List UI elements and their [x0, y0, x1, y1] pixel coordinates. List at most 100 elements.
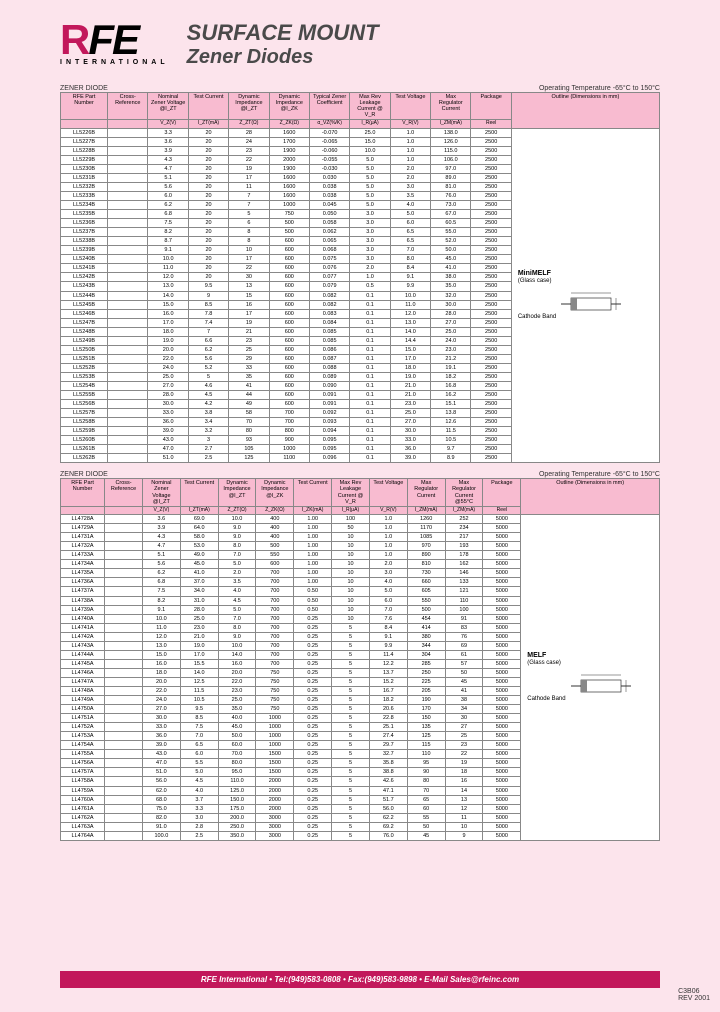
table-cell: LL5228B [61, 146, 108, 155]
table-cell: 49 [229, 400, 269, 409]
table-cell: LL5243B [61, 282, 108, 291]
sub-header: I_ZK(mA) [294, 506, 332, 515]
table-cell: 82.0 [142, 813, 180, 822]
table-cell: LL5235B [61, 210, 108, 219]
table-cell: 750 [269, 210, 309, 219]
table-cell: 1.00 [294, 551, 332, 560]
table-cell: 1.0 [369, 515, 407, 524]
table-cell: 110 [407, 750, 445, 759]
revision-block: C3B06 REV 2001 [678, 988, 710, 1002]
table-cell: 3.9 [148, 146, 188, 155]
table-cell: LL4752A [61, 723, 105, 732]
table-cell: 454 [407, 614, 445, 623]
table-cell: 2500 [471, 128, 511, 137]
table-cell: 5000 [483, 542, 521, 551]
table-cell: 20 [188, 164, 228, 173]
table-cell: 97.0 [431, 164, 471, 173]
table-cell: 10 [332, 587, 370, 596]
table-cell [105, 623, 143, 632]
table-cell: 16.0 [148, 309, 188, 318]
table-cell: 121 [445, 587, 483, 596]
table-cell [105, 741, 143, 750]
table-cell: 400 [256, 524, 294, 533]
table-cell: 5.5 [180, 759, 218, 768]
table-cell: LL5226B [61, 128, 108, 137]
table-cell: 25.0 [180, 614, 218, 623]
table-cell: 93 [229, 436, 269, 445]
table-cell: 700 [256, 659, 294, 668]
table-cell: 133 [445, 578, 483, 587]
table-cell: LL4732A [61, 542, 105, 551]
table-cell: 22 [445, 750, 483, 759]
table-cell: 7.0 [218, 551, 256, 560]
table-cell: 5 [332, 659, 370, 668]
table-cell: 600 [269, 354, 309, 363]
table-cell: 4.3 [142, 533, 180, 542]
table-cell: 5.0 [350, 155, 390, 164]
table-cell: 9.7 [431, 445, 471, 454]
table-cell: 2500 [471, 391, 511, 400]
table-cell [105, 560, 143, 569]
table-cell: 150.0 [218, 795, 256, 804]
table-cell: 5000 [483, 777, 521, 786]
table-cell: 21.2 [431, 354, 471, 363]
table-cell: 8 [229, 228, 269, 237]
table-cell: 5000 [483, 596, 521, 605]
table-cell: 41 [229, 382, 269, 391]
table-cell: 5 [332, 822, 370, 831]
table-cell: 600 [269, 273, 309, 282]
table-cell: 0.25 [294, 813, 332, 822]
table-cell: 0.1 [350, 400, 390, 409]
table-cell: 42.6 [369, 777, 407, 786]
section1-label: ZENER DIODE Operating Temperature -65°C … [60, 85, 660, 92]
table-cell: 0.1 [350, 327, 390, 336]
table-cell: 36.0 [142, 732, 180, 741]
table-cell [108, 445, 148, 454]
table-cell: 7.0 [390, 246, 430, 255]
table-cell: 2.7 [188, 445, 228, 454]
table1: RFE Part NumberCross-ReferenceNominal Ze… [60, 92, 660, 463]
table-cell: 0.50 [294, 605, 332, 614]
table-cell: 43.0 [148, 436, 188, 445]
table-cell: LL5257B [61, 409, 108, 418]
table-cell: 0.038 [309, 182, 349, 191]
table-cell [108, 201, 148, 210]
table-cell: 8.0 [218, 623, 256, 632]
table-cell [105, 687, 143, 696]
table-cell: 60.0 [218, 741, 256, 750]
table-cell: 5 [332, 777, 370, 786]
table-cell: 10.0 [218, 641, 256, 650]
table-cell: 20 [188, 128, 228, 137]
table-cell: 16.0 [142, 659, 180, 668]
table-cell: 2500 [471, 137, 511, 146]
table-cell: 5 [332, 641, 370, 650]
table-cell: 2500 [471, 427, 511, 436]
page-header: R FE INTERNATIONAL SURFACE MOUNT Zener D… [0, 0, 720, 79]
table-cell: 0.50 [294, 596, 332, 605]
table-cell: 2.5 [188, 454, 228, 463]
table-cell: LL4733A [61, 551, 105, 560]
table-cell: 13.0 [148, 282, 188, 291]
table-cell [105, 732, 143, 741]
table-cell: 5 [332, 705, 370, 714]
table-cell: 0.085 [309, 336, 349, 345]
table-cell: 1.0 [390, 137, 430, 146]
table-cell: LL5229B [61, 155, 108, 164]
table-cell: 25.0 [218, 696, 256, 705]
table-cell: 5000 [483, 533, 521, 542]
table-cell: 83 [445, 623, 483, 632]
table-cell: 25 [445, 732, 483, 741]
table-cell: 0.25 [294, 677, 332, 686]
col-header: Test Current [188, 93, 228, 120]
table-cell: 3.4 [188, 418, 228, 427]
table-cell: 2000 [269, 155, 309, 164]
table-cell: 45 [407, 831, 445, 840]
table-cell: 0.084 [309, 318, 349, 327]
table-cell: LL5247B [61, 318, 108, 327]
table-cell: 600 [269, 372, 309, 381]
table-cell: 6 [229, 219, 269, 228]
table-cell: 0.092 [309, 409, 349, 418]
table-cell: 5000 [483, 515, 521, 524]
table-cell: 1.00 [294, 569, 332, 578]
temp-label-2: Operating Temperature -65°C to 150°C [539, 471, 660, 478]
